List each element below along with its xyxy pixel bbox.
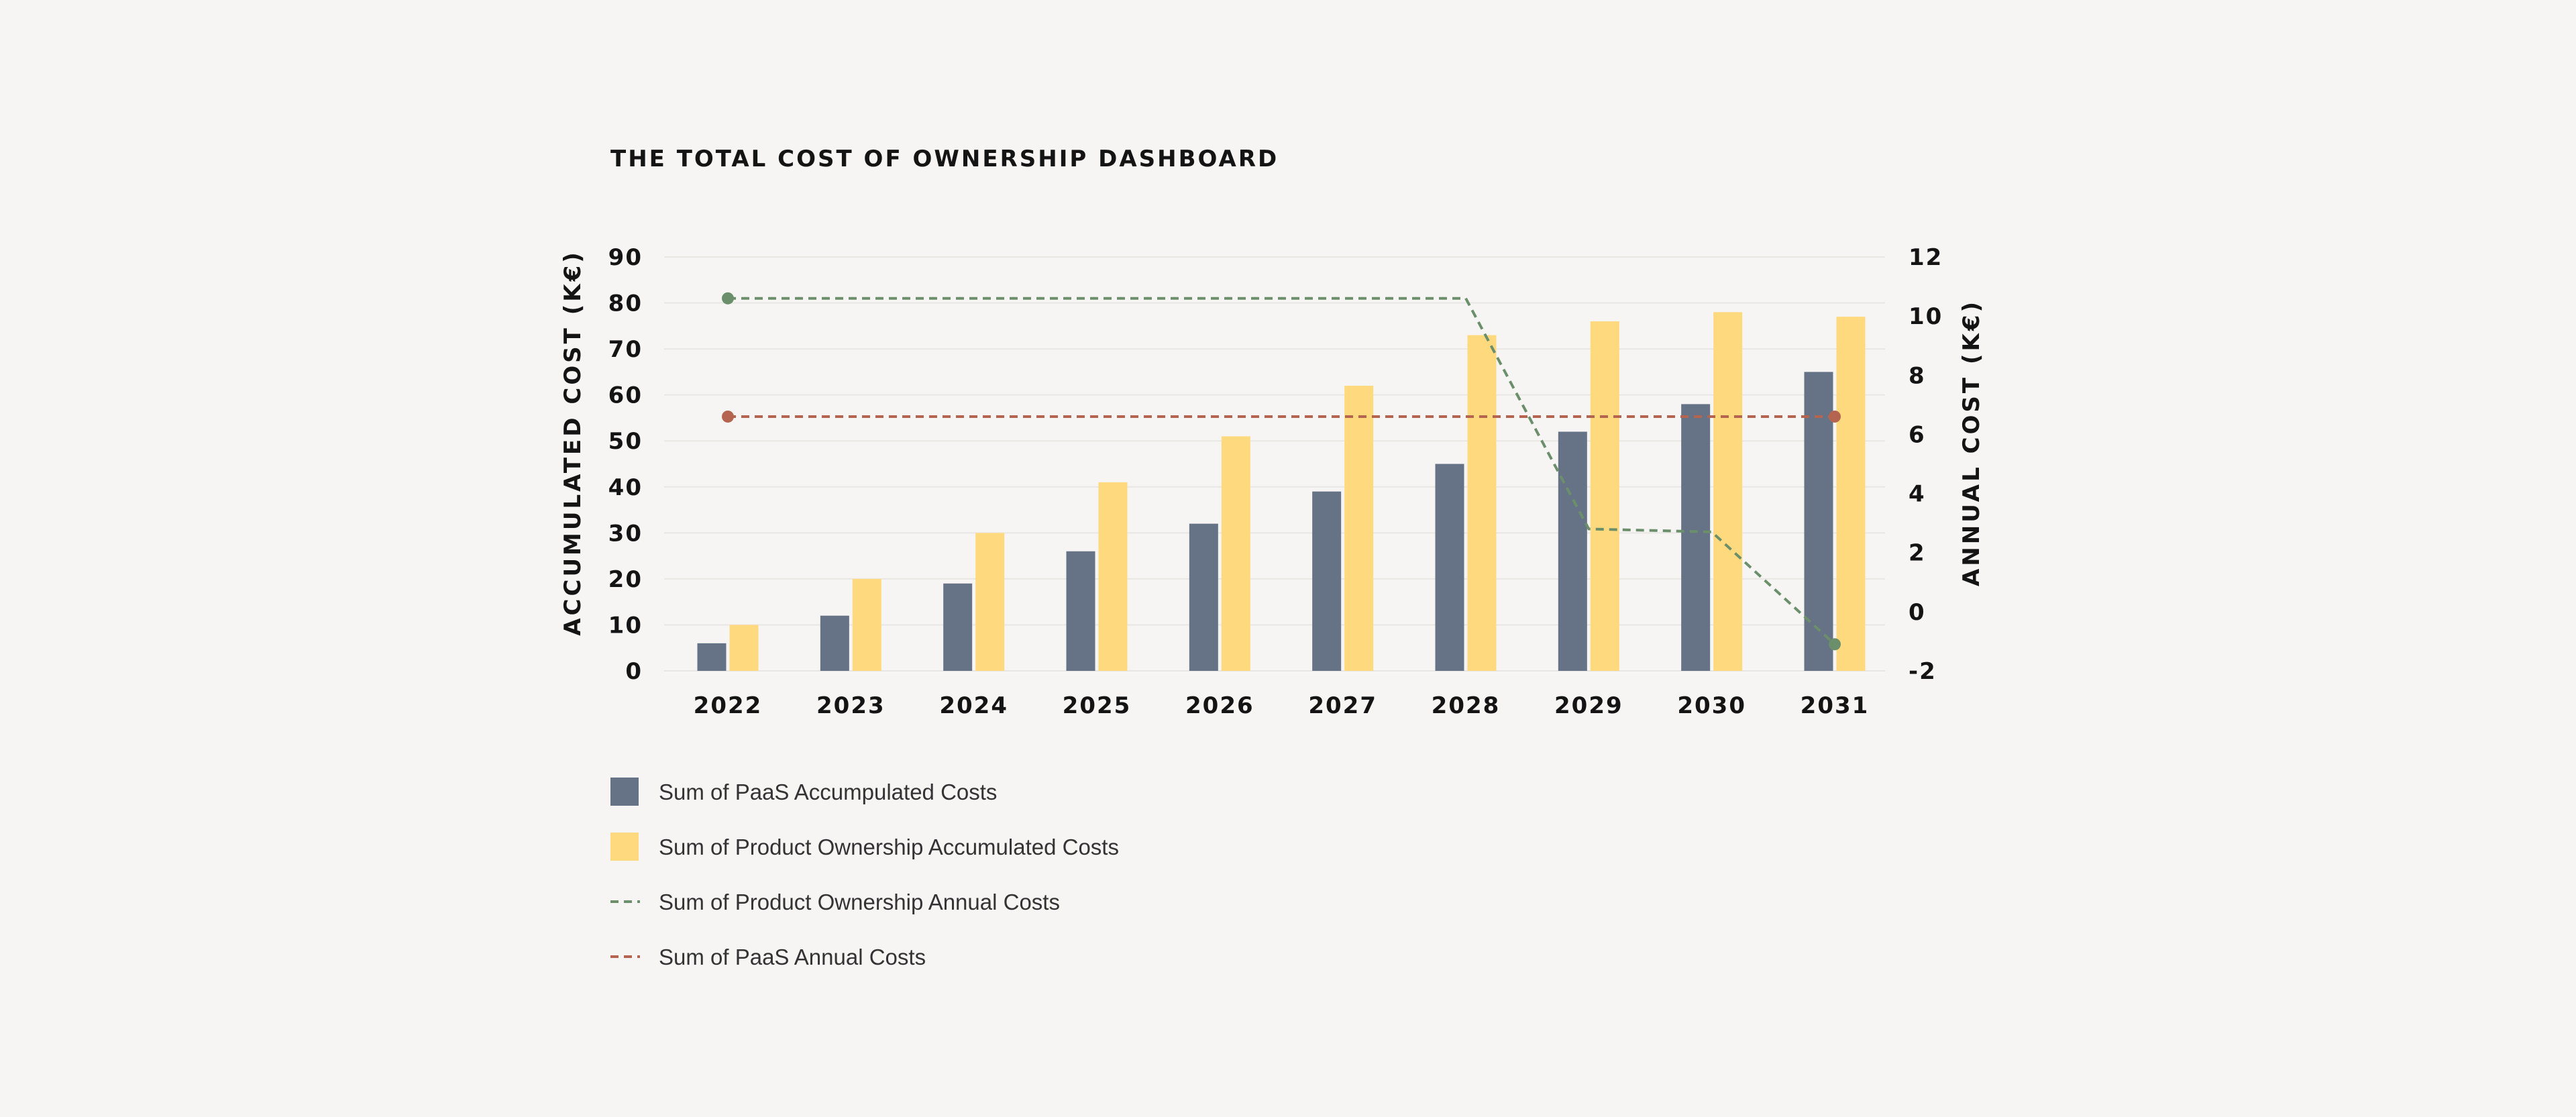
bar-paas-accumulated (1066, 551, 1095, 671)
x-tick-label: 2026 (1185, 692, 1254, 719)
y-tick-label-right: 6 (1909, 421, 1926, 448)
right-axis-title: ANNUAL COST (K€) (1958, 299, 1985, 586)
x-tick-label: 2025 (1063, 692, 1132, 719)
annual-lines (722, 292, 1841, 651)
y-tick-label-right: 8 (1909, 362, 1926, 389)
line-product-ownership-annual (728, 297, 1836, 645)
x-tick-label: 2027 (1308, 692, 1377, 719)
bar-product-accumulated (729, 625, 759, 671)
x-tick-label: 2023 (816, 692, 885, 719)
y-tick-label-left: 20 (608, 566, 643, 593)
x-tick-label: 2028 (1432, 692, 1501, 719)
y-tick-label-left: 70 (608, 336, 643, 363)
bar-product-accumulated (1590, 321, 1619, 671)
x-tick-label: 2022 (694, 692, 763, 719)
y-tick-label-left: 60 (608, 382, 643, 409)
bar-product-accumulated (1836, 317, 1866, 672)
y-tick-label-left: 40 (608, 474, 643, 501)
bar-product-accumulated (1713, 312, 1743, 671)
x-tick-label: 2030 (1677, 692, 1746, 719)
x-tick-label: 2031 (1801, 692, 1870, 719)
legend-label: Sum of PaaS Accumpulated Costs (659, 780, 997, 804)
y-tick-label-right: 10 (1909, 303, 1943, 330)
bar-paas-accumulated (1435, 464, 1464, 671)
point-paas-annual (1829, 410, 1841, 423)
bar-paas-accumulated (820, 615, 849, 671)
bar-paas-accumulated (1312, 491, 1342, 671)
x-tick-label: 2024 (939, 692, 1008, 719)
bar-paas-accumulated (1558, 431, 1587, 671)
bar-paas-accumulated (1189, 523, 1218, 671)
y-tick-label-right: 12 (1909, 244, 1943, 271)
bars (697, 312, 1866, 672)
legend-swatch (610, 833, 639, 861)
bar-paas-accumulated (1681, 404, 1711, 671)
legend: Sum of PaaS Accumpulated Costs Sum of Pro… (610, 778, 1119, 969)
legend-swatch (610, 778, 639, 806)
x-tick-label: 2029 (1554, 692, 1623, 719)
y-tick-label-left: 90 (608, 244, 643, 271)
y-tick-label-left: 30 (608, 520, 643, 547)
legend-label: Sum of Product Ownership Accumulated Cos… (659, 835, 1119, 859)
legend-label: Sum of Product Ownership Annual Costs (659, 890, 1060, 914)
bar-product-accumulated (975, 533, 1005, 671)
y-tick-label-right: -2 (1909, 658, 1937, 685)
legend-label: Sum of PaaS Annual Costs (659, 945, 926, 969)
left-axis-title: ACCUMULATED COST (K€) (559, 250, 586, 636)
bar-paas-accumulated (697, 643, 727, 671)
bar-product-accumulated (1344, 385, 1374, 671)
bar-product-accumulated (1467, 335, 1497, 671)
y-tick-label-left: 80 (608, 290, 643, 317)
y-tick-label-left: 10 (608, 612, 643, 639)
y-tick-label-left: 50 (608, 428, 643, 455)
y-tick-label-left: 0 (625, 658, 643, 685)
bar-product-accumulated (852, 578, 881, 671)
point-product-ownership-annual (722, 292, 734, 305)
point-product-ownership-annual (1829, 638, 1841, 651)
bar-product-accumulated (1098, 482, 1128, 671)
bar-product-accumulated (1221, 436, 1250, 671)
bar-paas-accumulated (943, 583, 973, 671)
y-tick-label-right: 4 (1909, 481, 1926, 508)
y-tick-label-right: 0 (1909, 599, 1926, 626)
point-paas-annual (722, 410, 734, 423)
y-tick-label-right: 2 (1909, 540, 1926, 567)
chart-title: THE TOTAL COST OF OWNERSHIP DASHBOARD (610, 146, 1279, 172)
